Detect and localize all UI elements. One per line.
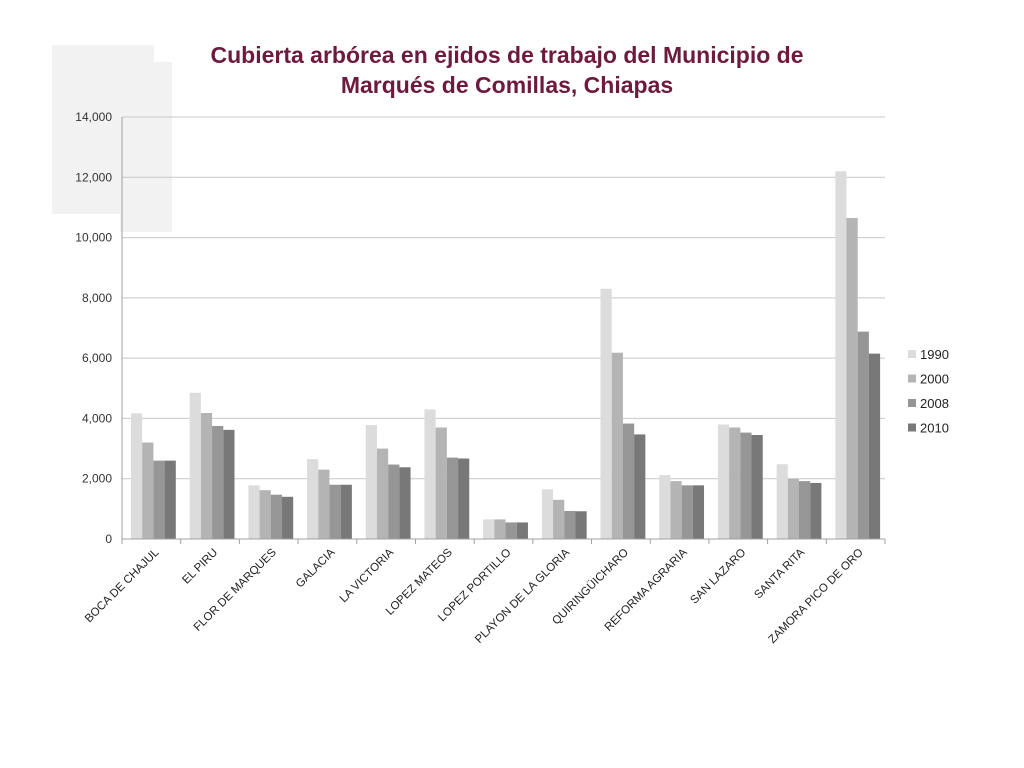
x-tick-label: GALACIA bbox=[294, 546, 338, 590]
bar bbox=[200, 413, 213, 539]
bar bbox=[659, 475, 671, 539]
legend-label: 1990 bbox=[920, 347, 949, 362]
bar bbox=[164, 460, 176, 539]
bar bbox=[553, 499, 565, 539]
chart-title-line-1: Cubierta arbórea en ejidos de trabajo de… bbox=[210, 42, 804, 68]
bar bbox=[634, 434, 646, 539]
bar bbox=[751, 435, 763, 539]
x-tick-label: SAN LAZARO bbox=[688, 547, 748, 607]
bar bbox=[787, 478, 800, 539]
bar bbox=[399, 467, 411, 539]
bar bbox=[857, 331, 869, 539]
decorative-panel-right bbox=[120, 62, 172, 232]
bar bbox=[868, 353, 881, 539]
y-tick-label: 10,000 bbox=[75, 231, 112, 245]
bar bbox=[600, 288, 612, 539]
bar bbox=[329, 484, 341, 539]
bar bbox=[494, 519, 506, 539]
legend-swatch bbox=[908, 350, 916, 358]
legend-swatch bbox=[908, 399, 916, 407]
bar bbox=[446, 457, 459, 539]
bar bbox=[259, 490, 271, 539]
bar bbox=[717, 424, 730, 539]
bar bbox=[846, 217, 858, 539]
bar bbox=[281, 496, 294, 539]
x-tick-label: BOCA DE CHAJUL bbox=[83, 546, 162, 625]
legend-swatch bbox=[908, 423, 916, 432]
legend-label: 2010 bbox=[920, 421, 949, 436]
bar bbox=[153, 460, 165, 539]
bar bbox=[223, 429, 235, 539]
chart-title: Cubierta arbórea en ejidos de trabajo de… bbox=[150, 40, 864, 100]
bar bbox=[505, 522, 517, 539]
bar bbox=[307, 459, 319, 539]
chart-title-line-2: Marqués de Comillas, Chiapas bbox=[340, 72, 674, 98]
bar bbox=[458, 458, 470, 539]
x-tick-label: ZAMORA PICO DE ORO bbox=[767, 547, 866, 646]
bar bbox=[388, 464, 400, 539]
legend-swatch bbox=[908, 374, 916, 383]
y-tick-label: 0 bbox=[105, 532, 112, 546]
bar bbox=[516, 522, 528, 539]
bar bbox=[681, 485, 693, 539]
y-tick-label: 6,000 bbox=[82, 351, 112, 365]
x-tick-label: SANTA RITA bbox=[752, 546, 807, 601]
y-tick-label: 2,000 bbox=[82, 472, 112, 486]
y-tick-label: 8,000 bbox=[82, 291, 112, 305]
bar bbox=[740, 432, 752, 539]
bar bbox=[835, 171, 847, 539]
bar bbox=[564, 510, 576, 539]
legend-label: 2008 bbox=[920, 396, 949, 411]
bar bbox=[318, 469, 330, 539]
bar bbox=[340, 484, 352, 539]
bar bbox=[435, 427, 447, 539]
bar bbox=[622, 423, 635, 539]
bar bbox=[692, 485, 705, 539]
y-tick-label: 4,000 bbox=[82, 411, 112, 425]
bar bbox=[810, 482, 822, 539]
bar bbox=[270, 494, 282, 539]
bar bbox=[799, 481, 811, 539]
bar bbox=[541, 489, 554, 539]
x-tick-label: LA VICTORIA bbox=[338, 546, 397, 605]
bar bbox=[248, 485, 260, 539]
y-tick-label: 14,000 bbox=[75, 110, 112, 124]
bar bbox=[483, 519, 495, 539]
bar bbox=[365, 425, 377, 539]
bar bbox=[611, 352, 623, 539]
x-tick-label: EL PIRU bbox=[180, 547, 220, 587]
bar bbox=[142, 442, 154, 539]
bar bbox=[729, 427, 741, 539]
bar bbox=[376, 448, 389, 539]
legend-label: 2000 bbox=[920, 372, 949, 387]
x-tick-label: PLAYON DE LA GLORIA bbox=[473, 546, 572, 645]
bar bbox=[212, 425, 224, 539]
bar bbox=[575, 511, 587, 539]
y-tick-label: 12,000 bbox=[75, 170, 112, 184]
bar bbox=[131, 413, 143, 539]
bar bbox=[189, 392, 201, 539]
bar bbox=[670, 481, 682, 539]
bar bbox=[776, 464, 788, 539]
bar bbox=[424, 409, 436, 539]
